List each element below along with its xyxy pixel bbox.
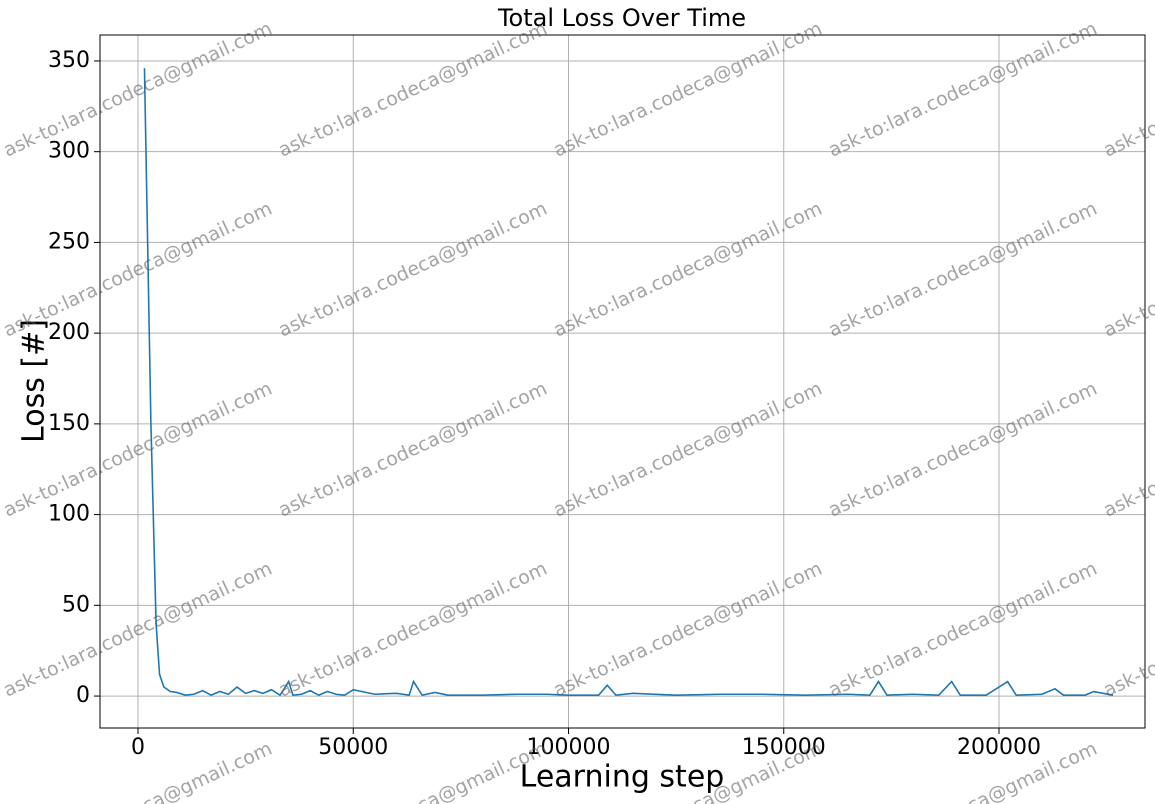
x-axis-label: Learning step xyxy=(520,760,725,795)
plot-frame xyxy=(99,34,1146,729)
data-line xyxy=(143,68,1114,697)
watermark: ask-to:lara.codeca@gmail.com xyxy=(1100,198,1155,342)
y-tick-label: 0 xyxy=(76,683,90,708)
y-axis-label: Loss [#] xyxy=(17,319,52,443)
watermark: ask-to:lara.codeca@gmail.com xyxy=(275,558,550,702)
y-tick-label: 100 xyxy=(48,502,90,527)
chart-title: Total Loss Over Time xyxy=(497,4,746,32)
y-tick-label: 250 xyxy=(48,229,90,254)
watermark: ask-to:lara.codeca@gmail.com xyxy=(275,18,550,162)
watermark: ask-to:lara.codeca@gmail.com xyxy=(275,378,550,522)
y-tick-label: 300 xyxy=(48,139,90,164)
x-tick-label: 100000 xyxy=(527,735,611,760)
watermark: ask-to:lara.codeca@gmail.com xyxy=(825,558,1100,702)
watermark: ask-to:lara.codeca@gmail.com xyxy=(1100,18,1155,162)
y-tick-label: 50 xyxy=(62,592,90,617)
watermark: ask-to:lara.codeca@gmail.com xyxy=(825,18,1100,162)
y-tick-label: 350 xyxy=(48,48,90,73)
watermark: ask-to:lara.codeca@gmail.com xyxy=(1100,738,1155,804)
x-tick-label: 150000 xyxy=(742,735,826,760)
x-tick-label: 0 xyxy=(131,735,145,760)
watermark: ask-to:lara.codeca@gmail.com xyxy=(825,198,1100,342)
watermark: ask-to:lara.codeca@gmail.com xyxy=(275,198,550,342)
x-tick-label: 200000 xyxy=(957,735,1041,760)
watermark: ask-to:lara.codeca@gmail.com xyxy=(275,738,550,804)
watermark: ask-to:lara.codeca@gmail.com xyxy=(825,378,1100,522)
y-tick-label: 200 xyxy=(48,320,90,345)
y-tick-label: 150 xyxy=(48,411,90,436)
x-tick-label: 50000 xyxy=(318,735,388,760)
watermark: ask-to:lara.codeca@gmail.com xyxy=(1100,558,1155,702)
watermark: ask-to:lara.codeca@gmail.com xyxy=(1100,378,1155,522)
